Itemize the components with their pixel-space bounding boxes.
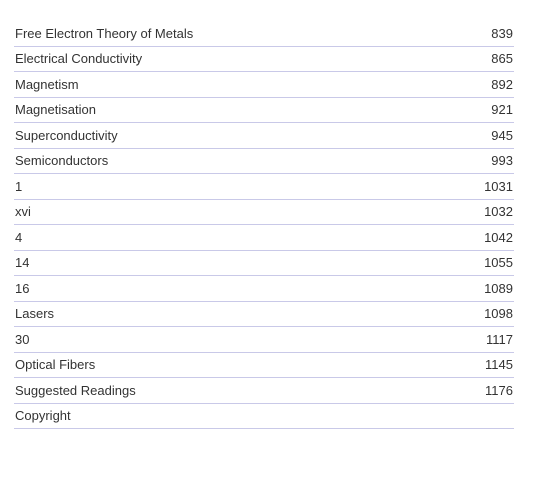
toc-entry-title[interactable]: xvi <box>15 204 31 220</box>
toc-entry-16[interactable]: 16 1089 <box>14 276 514 302</box>
toc-entry-title[interactable]: Magnetisation <box>15 102 96 118</box>
toc-entry-30[interactable]: 30 1117 <box>14 327 514 353</box>
toc-entry-copyright[interactable]: Copyright <box>14 404 514 429</box>
toc-entry-page: 1032 <box>484 204 513 220</box>
toc-entry-title[interactable]: Electrical Conductivity <box>15 51 143 67</box>
toc-entry-superconductivity[interactable]: Superconductivity 945 <box>14 123 514 149</box>
toc-entry-page: 1117 <box>486 331 513 347</box>
toc-entry-page: 1145 <box>485 357 513 373</box>
toc-entry-title[interactable]: Superconductivity <box>15 127 118 143</box>
toc-entry-title[interactable]: Copyright <box>15 408 71 424</box>
toc-entry-page: 921 <box>491 102 513 118</box>
toc-entry-page: 945 <box>491 127 513 143</box>
toc-entry-title[interactable]: Magnetism <box>15 76 79 92</box>
toc-entry-page: 1042 <box>484 229 513 245</box>
toc-entry-title[interactable]: Optical Fibers <box>15 357 96 373</box>
toc-entry-suggested-readings[interactable]: Suggested Readings 1176 <box>14 378 514 404</box>
toc-entry-title[interactable]: 16 <box>15 280 30 296</box>
toc-entry-page: 1055 <box>484 255 513 271</box>
toc-entry-title[interactable]: 1 <box>15 178 23 194</box>
toc-entry-magnetism[interactable]: Magnetism 892 <box>14 72 514 98</box>
toc-entry-magnetisation[interactable]: Magnetisation 921 <box>14 98 514 123</box>
toc-entry-title[interactable]: Suggested Readings <box>15 382 136 398</box>
toc-entry-title[interactable]: Free Electron Theory of Metals <box>15 25 194 41</box>
toc-entry-page: 892 <box>491 76 513 92</box>
toc-entry-lasers[interactable]: Lasers 1098 <box>14 302 514 327</box>
toc-entry-title[interactable]: 4 <box>15 229 23 245</box>
toc-entry-14[interactable]: 14 1055 <box>14 251 514 276</box>
toc-entry-optical-fibers[interactable]: Optical Fibers 1145 <box>14 353 514 378</box>
table-of-contents: Free Electron Theory of Metals 839 Elect… <box>14 21 514 429</box>
toc-entry-page: 1176 <box>485 382 513 398</box>
toc-entry-free-electron-theory[interactable]: Free Electron Theory of Metals 839 <box>14 21 514 47</box>
toc-entry-page: 1089 <box>484 280 513 296</box>
toc-entry-xvi[interactable]: xvi 1032 <box>14 200 514 225</box>
toc-entry-electrical-conductivity[interactable]: Electrical Conductivity 865 <box>14 47 514 72</box>
toc-entry-page: 839 <box>491 25 513 41</box>
toc-entry-4[interactable]: 4 1042 <box>14 225 514 251</box>
toc-entry-semiconductors[interactable]: Semiconductors 993 <box>14 149 514 174</box>
toc-entry-title[interactable]: Lasers <box>15 306 55 322</box>
toc-entry-title[interactable]: 14 <box>15 255 30 271</box>
toc-entry-page: 1031 <box>484 178 513 194</box>
toc-entry-title[interactable]: 30 <box>15 331 30 347</box>
toc-entry-page: 993 <box>491 153 513 169</box>
toc-entry-page: 865 <box>491 51 513 67</box>
toc-entry-page: 1098 <box>484 306 513 322</box>
toc-entry-1[interactable]: 1 1031 <box>14 174 514 200</box>
toc-entry-title[interactable]: Semiconductors <box>15 153 109 169</box>
